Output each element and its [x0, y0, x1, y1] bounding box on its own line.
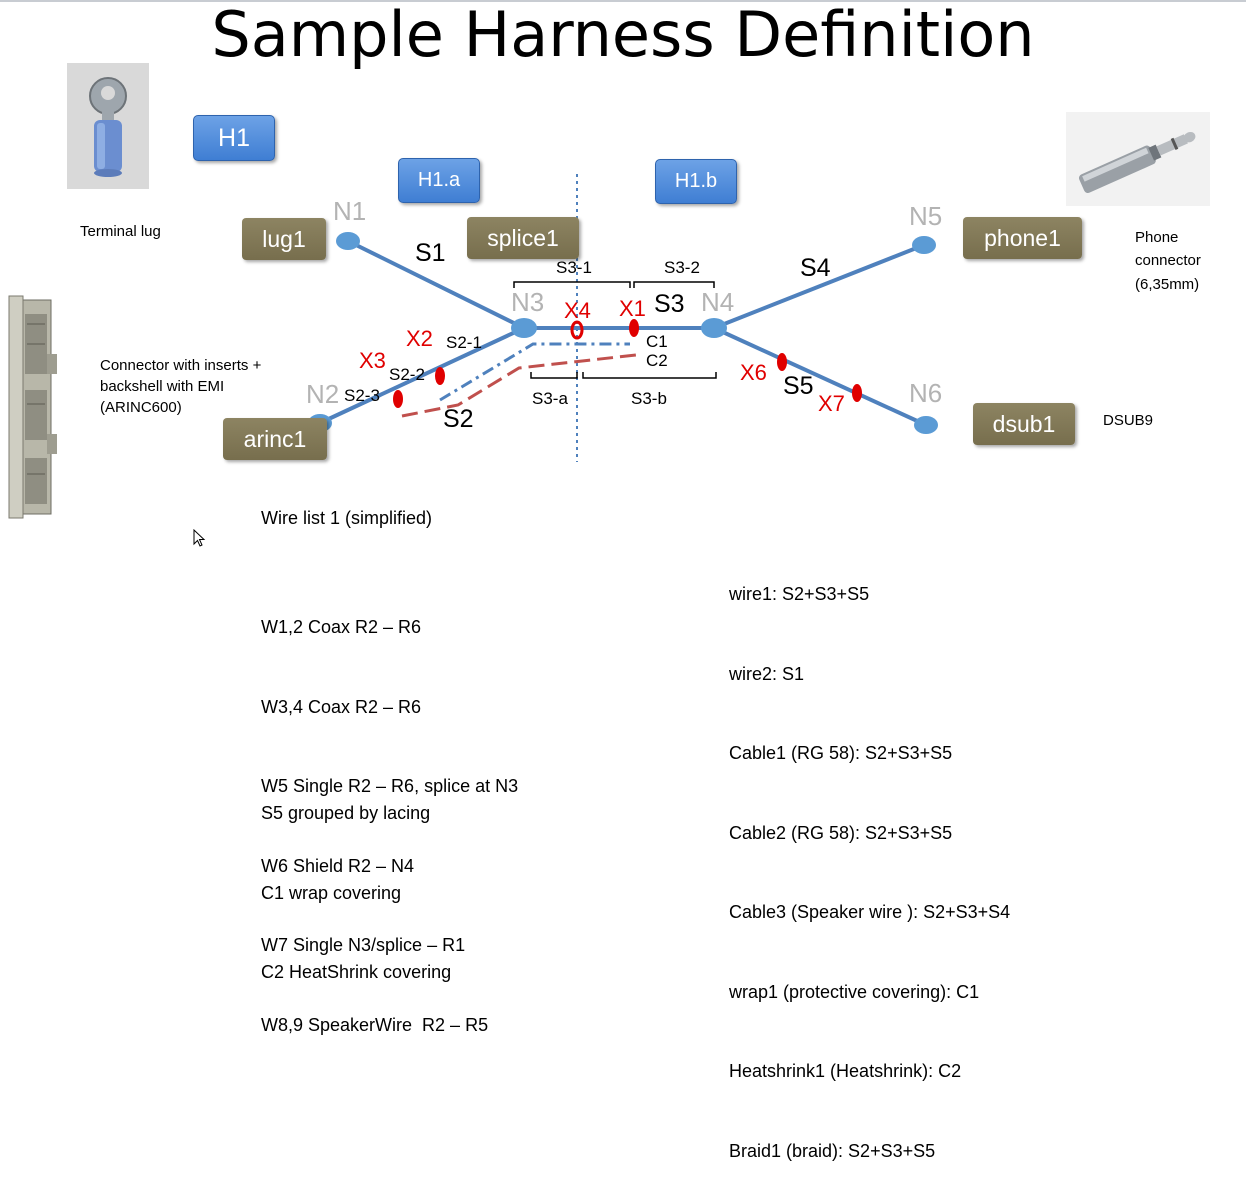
definition-item: wrap1 (protective covering): C1 [729, 981, 980, 1002]
sub-segment-label-s3-b: S3-b [631, 389, 667, 408]
definition-item: Braid1 (braid): S2+S3+S5 [729, 1140, 936, 1161]
segment-label-s3: S3 [654, 290, 685, 318]
segment-label-s4: S4 [800, 254, 831, 282]
wire-list-item: W3,4 Coax R2 – R6 [261, 696, 422, 717]
wire-list-item: W5 Single R2 – R6, splice at N3 [261, 776, 519, 796]
sub-segment-label-s2-1: S2-1 [446, 333, 482, 352]
cut-point-x2 [435, 367, 445, 385]
sub-segment-label-s2-3: S2-3 [344, 386, 380, 405]
connector-caption-line2: backshell with EMI [100, 378, 225, 395]
node-n3 [511, 318, 537, 338]
phone-connector-caption-line1: Phone [1135, 229, 1179, 246]
component-dsub1: dsub1 [973, 403, 1075, 445]
component-arinc1: arinc1 [223, 418, 327, 460]
connector-caption-line1: Connector with inserts + [100, 357, 262, 374]
harness-h1b-box: H1.b [655, 159, 737, 204]
component-phone1: phone1 [963, 217, 1082, 259]
mouse-cursor-icon [193, 529, 206, 547]
harness-h1a-box: H1.a [398, 158, 480, 203]
node-label-n4: N4 [701, 287, 735, 317]
sub-segment-label-s2-2: S2-2 [389, 365, 425, 384]
wire-list-note: C2 HeatShrink covering [261, 962, 452, 982]
s3-b-bracket [582, 372, 717, 379]
top-border [0, 0, 1246, 2]
definition-item: Cable3 (Speaker wire ): S2+S3+S4 [729, 902, 1011, 922]
node-label-n2: N2 [306, 379, 340, 409]
definition-item: Heatshrink1 (Heatshrink): C2 [729, 1061, 962, 1081]
phone-connector-image [1066, 112, 1210, 206]
component-lug1: lug1 [242, 218, 326, 260]
cut-point-x7 [852, 384, 862, 402]
page-title: Sample Harness Definition [211, 0, 1035, 71]
segment-label-s5: S5 [783, 372, 814, 400]
harness-h1-box: H1 [193, 115, 275, 161]
node-n1 [336, 232, 360, 250]
cut-point-x6 [777, 353, 787, 371]
covering-label-c2: C2 [646, 351, 668, 370]
phone-connector-caption-line3: (6,35mm) [1135, 276, 1200, 293]
cut-label-x1: X1 [619, 296, 646, 321]
terminal-lug-caption: Terminal lug [80, 223, 161, 240]
cut-point-x4 [570, 320, 584, 340]
definition-item: wire2: S1 [729, 663, 805, 684]
node-label-n1: N1 [333, 196, 367, 226]
node-label-n5: N5 [909, 201, 943, 231]
segment-s5-line [713, 326, 927, 427]
s3-2-bracket [633, 281, 715, 288]
node-n5 [912, 236, 936, 254]
covering-label-c1: C1 [646, 332, 668, 351]
wire-list-note: C1 wrap covering [261, 882, 402, 903]
cut-point-x3 [393, 390, 403, 408]
wire-list-note: S5 grouped by lacing [261, 803, 431, 823]
arinc600-connector-image [3, 294, 65, 520]
node-label-n6: N6 [909, 378, 943, 408]
sub-segment-label-s3-1: S3-1 [556, 258, 592, 277]
wire-list-item: W8,9 SpeakerWire R2 – R5 [261, 1014, 489, 1035]
definition-list: wire1: S2+S3+S5 wire2: S1 Cable1 (RG 58)… [729, 528, 1010, 1191]
definition-item: Cable1 (RG 58): S2+S3+S5 [729, 743, 953, 763]
segment-s4-line [713, 243, 925, 330]
wire-list-heading: Wire list 1 (simplified) [261, 508, 433, 528]
c1-wrap-covering [439, 342, 630, 402]
cut-label-x2: X2 [406, 326, 433, 351]
component-splice1: splice1 [467, 217, 579, 259]
node-n6 [914, 416, 938, 434]
connector-caption-line3: (ARINC600) [100, 399, 182, 416]
dsub9-caption: DSUB9 [1103, 412, 1154, 429]
terminal-lug-image [67, 63, 149, 189]
sub-segment-label-s3-2: S3-2 [664, 258, 700, 277]
s3-a-bracket [530, 372, 578, 379]
segment-s2-line [319, 326, 525, 425]
cut-label-x4: X4 [564, 298, 591, 323]
harness-diagram [308, 174, 938, 462]
wire-list-notes: S5 grouped by lacing C1 wrap covering C2… [261, 747, 451, 1012]
sub-segment-label-s3-a: S3-a [532, 389, 568, 408]
phone-connector-caption-line2: connector [1135, 252, 1201, 269]
cut-label-x6: X6 [740, 360, 767, 385]
s3-1-bracket [513, 281, 631, 288]
definition-item: Cable2 (RG 58): S2+S3+S5 [729, 822, 953, 843]
c2-heatshrink-covering [401, 353, 637, 418]
definition-item: wire1: S2+S3+S5 [729, 584, 870, 604]
segment-label-s2: S2 [443, 405, 474, 433]
node-n4 [701, 318, 727, 338]
cut-point-x1 [629, 319, 639, 337]
segment-label-s1: S1 [415, 239, 446, 267]
segment-s1-line [347, 239, 525, 330]
cut-label-x3: X3 [359, 348, 386, 373]
cut-label-x7: X7 [818, 391, 845, 416]
wire-list-item: W1,2 Coax R2 – R6 [261, 617, 422, 637]
node-label-n3: N3 [511, 287, 545, 317]
